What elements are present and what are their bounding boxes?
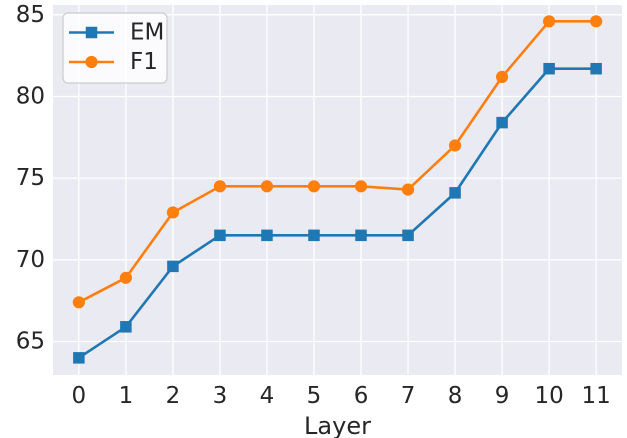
legend-marker-circle [85, 55, 98, 69]
legend-label: EM [130, 20, 164, 46]
series-f1-marker [543, 15, 556, 28]
series-em-marker [73, 352, 85, 364]
series-em-marker [590, 62, 602, 75]
x-tick-label: 6 [354, 383, 369, 409]
legend: EM F1 [62, 12, 168, 84]
y-tick-label: 75 [16, 165, 45, 191]
series-em-marker [214, 229, 226, 242]
x-axis-label: Layer [304, 412, 371, 438]
x-tick-label: 11 [581, 383, 610, 409]
legend-marker-square [85, 26, 98, 39]
series-f1-marker [354, 180, 368, 193]
x-tick-label: 9 [495, 383, 510, 409]
series-f1-marker [119, 271, 132, 284]
x-tick-label: 0 [72, 383, 87, 409]
y-tick-label: 80 [16, 83, 45, 109]
x-tick-label: 1 [119, 383, 134, 409]
x-tick-label: 2 [166, 383, 181, 409]
x-tick-label: 3 [213, 383, 228, 409]
series-em [73, 62, 602, 364]
y-tick-label: 65 [16, 329, 45, 355]
series-f1-marker [166, 206, 180, 219]
series-f1-marker [260, 180, 274, 193]
series-em-marker [543, 62, 555, 75]
series-f1-marker [590, 15, 603, 28]
series-em-line [78, 67, 597, 359]
series-em-marker [308, 229, 320, 242]
x-tick-label: 4 [260, 383, 275, 409]
series-em-marker [355, 229, 367, 242]
series-f1-marker [213, 180, 227, 193]
x-tick-label: 8 [448, 383, 463, 409]
legend-item-f1: F1 [69, 49, 158, 75]
x-tick-label: 5 [307, 383, 322, 409]
legend-label: F1 [130, 49, 158, 75]
series-em-marker [120, 321, 132, 333]
series-em-marker [449, 187, 461, 199]
series-f1-line [78, 20, 597, 304]
series-f1-marker [307, 180, 321, 193]
series-em-marker [402, 229, 414, 242]
series-f1-marker [495, 70, 509, 83]
series-f1-marker [448, 139, 462, 152]
series-f1-marker [72, 296, 85, 309]
legend-item-em: EM [69, 20, 164, 46]
y-tick-label: 70 [16, 247, 45, 273]
x-tick-label: 7 [401, 383, 416, 409]
y-tick-label: 85 [16, 2, 45, 28]
series-em-marker [261, 229, 273, 242]
x-tick-label: 10 [534, 383, 563, 409]
series-f1-marker [401, 183, 415, 196]
series-em-marker [167, 260, 179, 273]
series-em-marker [496, 116, 508, 129]
series-f1 [72, 15, 603, 309]
